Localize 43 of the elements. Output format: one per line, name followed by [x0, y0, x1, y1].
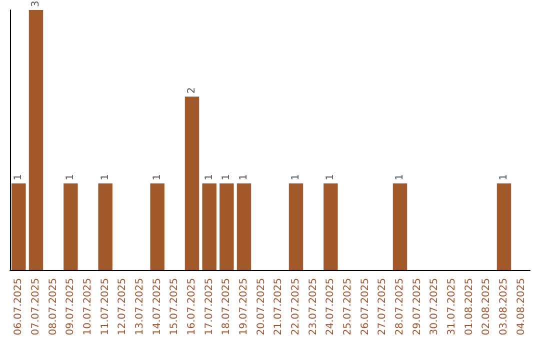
data-label: 1 [221, 174, 232, 180]
x-tick-label: 23.07.2025 [308, 278, 319, 336]
x-tick-label: 21.07.2025 [273, 278, 284, 336]
x-tick-label: 12.07.2025 [117, 278, 128, 336]
x-tick-label: 25.07.2025 [342, 278, 354, 336]
data-label: 1 [204, 174, 215, 180]
x-tick-label: 09.07.2025 [65, 278, 76, 336]
x-tick-label: 22.07.2025 [290, 278, 302, 336]
x-tick-label: 08.07.2025 [48, 278, 59, 336]
x-tick-label: 04.08.2025 [516, 278, 527, 336]
x-tick-label: 06.07.2025 [13, 278, 24, 336]
x-tick-label: 31.07.2025 [446, 278, 458, 336]
data-label: 1 [394, 174, 406, 180]
x-tick-label: 19.07.2025 [238, 278, 250, 336]
x-tick-label: 11.07.2025 [100, 278, 111, 336]
data-label: 1 [65, 174, 76, 180]
x-tick-label: 01.08.2025 [464, 278, 475, 336]
data-label: 1 [498, 174, 510, 180]
x-tick-label: 20.07.2025 [256, 278, 267, 336]
x-tick-label: 18.07.2025 [221, 278, 232, 336]
data-label: 1 [100, 174, 111, 180]
data-label: 1 [13, 174, 24, 180]
x-tick-label: 26.07.2025 [360, 278, 371, 336]
x-tick-label: 28.07.2025 [394, 278, 406, 336]
x-tick-label: 17.07.2025 [204, 278, 215, 336]
x-tick-label: 10.07.2025 [82, 278, 94, 336]
x-tick-label: 02.08.2025 [481, 278, 492, 336]
data-label: 3 [30, 0, 42, 7]
data-label: 1 [238, 174, 250, 180]
x-tick-label: 16.07.2025 [186, 278, 198, 336]
x-tick-label: 13.07.2025 [134, 278, 146, 336]
x-tick-label: 03.08.2025 [498, 278, 510, 336]
data-label: 1 [152, 174, 163, 180]
x-tick-label: 14.07.2025 [152, 278, 163, 336]
data-label: 2 [186, 87, 198, 94]
x-tick-label: 29.07.2025 [412, 278, 423, 336]
x-tick-label: 07.07.2025 [30, 278, 42, 336]
data-label: 1 [325, 174, 336, 180]
x-tick-label: 24.07.2025 [325, 278, 336, 336]
data-label: 1 [290, 174, 302, 180]
x-tick-label: 15.07.2025 [169, 278, 180, 336]
x-tick-label: 27.07.2025 [377, 278, 388, 336]
x-tick-label: 30.07.2025 [429, 278, 440, 336]
